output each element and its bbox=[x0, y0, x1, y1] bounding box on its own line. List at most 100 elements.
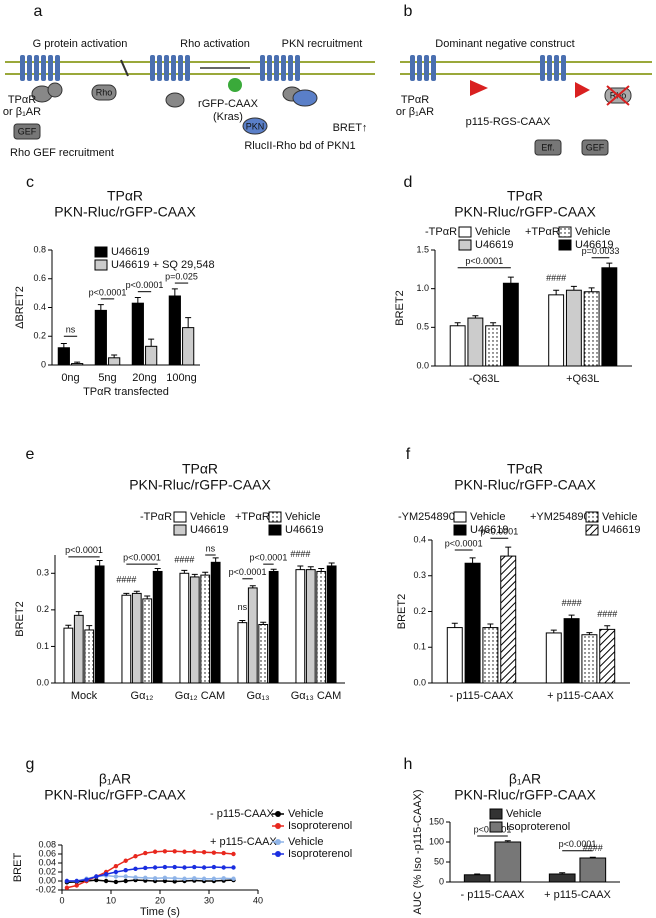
point bbox=[192, 876, 197, 881]
eff-label: Eff. bbox=[541, 142, 554, 152]
x-tick-label: 10 bbox=[106, 895, 116, 905]
point bbox=[113, 869, 119, 875]
y-tick-label: 0.1 bbox=[36, 641, 49, 651]
point bbox=[103, 872, 109, 877]
chart-subtitle: PKN-Rluc/rGFP-CAAX bbox=[454, 477, 596, 493]
error-bar bbox=[606, 262, 613, 268]
caption: p115-RGS-CAAX bbox=[466, 116, 551, 128]
x-tick-label: +Q63L bbox=[566, 373, 599, 385]
point bbox=[201, 876, 207, 881]
annotation: #### bbox=[597, 609, 617, 619]
y-tick-label: 0.4 bbox=[413, 534, 426, 544]
y-tick-label: 0.2 bbox=[33, 331, 46, 341]
error-bar bbox=[181, 569, 188, 574]
legend-swatch bbox=[173, 511, 187, 523]
point bbox=[221, 850, 226, 856]
chart-subtitle: PKN-Rluc/rGFP-CAAX bbox=[454, 204, 596, 220]
point bbox=[74, 878, 79, 884]
error-bar bbox=[307, 566, 314, 570]
point bbox=[113, 863, 119, 869]
point bbox=[152, 849, 158, 854]
y-axis-label: ΔBRET2 bbox=[14, 286, 26, 329]
annotation: #### bbox=[583, 843, 603, 853]
bar bbox=[94, 309, 107, 366]
legend-swatch bbox=[275, 823, 281, 829]
bar bbox=[305, 569, 316, 684]
bar bbox=[237, 622, 248, 684]
pkn-shape bbox=[242, 117, 268, 135]
legend-swatch bbox=[489, 821, 503, 833]
pkn-shape bbox=[292, 89, 318, 107]
annotation: #### bbox=[174, 554, 194, 564]
error-bar bbox=[185, 317, 192, 328]
bar bbox=[548, 294, 565, 367]
y-tick-label: 0.3 bbox=[36, 568, 49, 578]
y-tick-label: 0.04 bbox=[38, 857, 56, 867]
bar bbox=[268, 570, 279, 684]
annotation: p<0.0001 bbox=[126, 280, 164, 290]
error-bar bbox=[297, 565, 304, 570]
point bbox=[172, 849, 177, 854]
point bbox=[123, 874, 128, 879]
error-bar bbox=[270, 568, 277, 572]
x-tick-label: -Q63L bbox=[469, 373, 500, 385]
gef-shape bbox=[581, 139, 609, 156]
y-tick-label: 0.08 bbox=[38, 839, 56, 849]
caption: (Kras) bbox=[213, 111, 243, 123]
bar bbox=[467, 317, 484, 367]
error-bar bbox=[586, 632, 593, 635]
annotation: p<0.0001 bbox=[445, 538, 483, 548]
gef-shape bbox=[13, 123, 41, 140]
error-bar bbox=[504, 840, 511, 842]
error-bar bbox=[451, 622, 458, 628]
legend-swatch bbox=[275, 811, 281, 817]
point bbox=[211, 850, 217, 855]
bar bbox=[581, 634, 598, 684]
x-tick-label: 0 bbox=[59, 895, 64, 905]
error-bar bbox=[454, 322, 461, 326]
point bbox=[231, 876, 236, 881]
chart-title: β₁AR bbox=[99, 771, 131, 787]
error-bar bbox=[505, 546, 512, 557]
error-bar bbox=[472, 315, 479, 319]
y-tick-label: -0.02 bbox=[35, 884, 56, 894]
legend-label: Vehicle bbox=[288, 808, 323, 820]
legend-label: U46619 bbox=[475, 239, 514, 251]
bar bbox=[131, 302, 144, 366]
y-tick-label: 0.06 bbox=[38, 848, 56, 858]
point bbox=[133, 875, 138, 880]
y-tick-label: 0 bbox=[439, 876, 444, 886]
bar bbox=[579, 857, 607, 883]
legend-group: +TPαR bbox=[235, 511, 270, 523]
point bbox=[162, 864, 168, 870]
point bbox=[143, 865, 148, 871]
point bbox=[221, 865, 226, 870]
legend-label: Isoproterenol bbox=[506, 821, 570, 833]
legend-group: -TPαR bbox=[425, 226, 457, 238]
bar bbox=[179, 572, 190, 684]
error-bar bbox=[97, 304, 104, 311]
bar bbox=[545, 632, 562, 684]
point bbox=[123, 858, 128, 863]
error-bar bbox=[171, 288, 178, 296]
legend-swatch bbox=[585, 511, 599, 523]
legend-label: Vehicle bbox=[470, 511, 505, 523]
legend-label: U46619 bbox=[285, 524, 324, 536]
chart-title: TPαR bbox=[182, 461, 218, 477]
x-tick-label: - p115-CAAX bbox=[450, 690, 515, 702]
y-axis-label: BRET bbox=[12, 853, 24, 883]
legend-label: Vehicle bbox=[602, 511, 637, 523]
annotation: p=0.0033 bbox=[582, 246, 620, 256]
panel-letter: e bbox=[26, 446, 35, 463]
point bbox=[162, 849, 168, 854]
point bbox=[152, 876, 158, 881]
bar bbox=[108, 357, 121, 366]
bar bbox=[121, 594, 132, 684]
chart-subtitle: PKN-Rluc/rGFP-CAAX bbox=[44, 787, 186, 803]
point bbox=[84, 877, 89, 882]
gef-label: GEF bbox=[586, 142, 605, 152]
annotation: p<0.0001 bbox=[123, 553, 161, 563]
receptor bbox=[20, 55, 300, 81]
error-bar bbox=[191, 573, 198, 577]
annotation: p<0.0001 bbox=[250, 553, 288, 563]
